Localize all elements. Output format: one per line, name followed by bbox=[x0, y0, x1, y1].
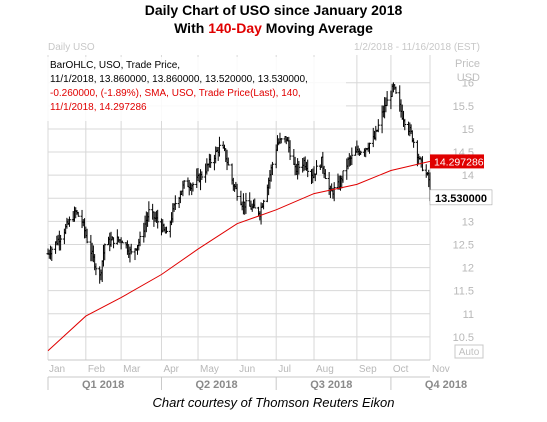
y-tick-label: 10.5 bbox=[453, 332, 474, 344]
y-tick-label: 16 bbox=[462, 78, 474, 90]
title-suffix: Moving Average bbox=[261, 20, 373, 36]
legend-line-3: -0.260000, (-1.89%), SMA, USO, Trade Pri… bbox=[50, 88, 301, 99]
y-tick-label: 13 bbox=[462, 216, 474, 228]
sma-value-tag bbox=[430, 154, 484, 169]
x-tick-label-month: Jun bbox=[239, 364, 255, 375]
x-tick-label-month: Jul bbox=[278, 364, 291, 375]
title-highlight: 140-Day bbox=[208, 20, 262, 36]
sma-line bbox=[47, 160, 431, 352]
y-tick-label: 12.5 bbox=[453, 239, 474, 251]
x-tick-label-month: Feb bbox=[88, 364, 106, 375]
chart-title-line-2: With 140-Day Moving Average bbox=[0, 20, 547, 36]
x-tick-label-month: Sep bbox=[359, 364, 377, 375]
x-tick-label-quarter: Q4 2018 bbox=[425, 379, 467, 390]
legend-line-2: 11/1/2018, 13.860000, 13.860000, 13.5200… bbox=[50, 74, 308, 85]
x-tick-label-month: Jan bbox=[49, 364, 65, 375]
x-tick-label-month: Aug bbox=[316, 364, 334, 375]
x-tick-label-month: Oct bbox=[393, 364, 409, 375]
x-tick-label-month: Mar bbox=[123, 364, 141, 375]
x-tick-label-quarter: Q2 2018 bbox=[195, 379, 237, 390]
auto-scale-label: Auto bbox=[459, 347, 480, 358]
ohlc-bars bbox=[46, 82, 432, 284]
y-tick-label: 11.5 bbox=[453, 286, 474, 298]
chart-header-left: Daily USO bbox=[48, 42, 95, 53]
y-tick-label: 15 bbox=[462, 124, 474, 136]
legend-line-4: 11/1/2018, 14.297286 bbox=[50, 102, 147, 113]
legend-line-1: BarOHLC, USO, Trade Price, bbox=[50, 60, 180, 71]
x-axis: Jan Feb Mar Apr May Jun Jul Aug Sep Oct Nov Q1 2018… bbox=[47, 359, 467, 390]
x-tick-label-quarter: Q1 2018 bbox=[82, 379, 124, 390]
chart-title-line-1: Daily Chart of USO since January 2018 bbox=[144, 2, 403, 18]
chart-caption: Chart courtesy of Thomson Reuters Eikon bbox=[152, 395, 395, 410]
chart-header-right: 1/2/2018 - 11/16/2018 (EST) bbox=[354, 42, 480, 53]
y-tick-label: 11 bbox=[463, 309, 474, 321]
x-tick-label-month: Nov bbox=[432, 364, 450, 375]
y-tick-label: 15.5 bbox=[453, 101, 474, 113]
axis-header-price: Price bbox=[455, 58, 480, 70]
sma-value-tag-text: 14.297286 bbox=[434, 156, 484, 168]
price-value-tag bbox=[429, 189, 493, 206]
y-tick-label: 14 bbox=[462, 170, 474, 182]
title-prefix: With bbox=[174, 20, 209, 36]
price-value-tag-text: 13.530000 bbox=[435, 193, 487, 205]
x-tick-label-quarter: Q3 2018 bbox=[310, 379, 352, 390]
price-chart: Daily USO 1/2/2018 - 11/16/2018 (EST) Ba… bbox=[46, 42, 493, 390]
axis-header-usd: USD bbox=[457, 72, 480, 84]
x-tick-label-month: Apr bbox=[163, 364, 179, 375]
x-tick-label-month: May bbox=[200, 364, 219, 375]
y-tick-label: 12 bbox=[462, 263, 474, 275]
legend-box bbox=[46, 57, 346, 121]
auto-scale-button[interactable] bbox=[454, 344, 484, 359]
